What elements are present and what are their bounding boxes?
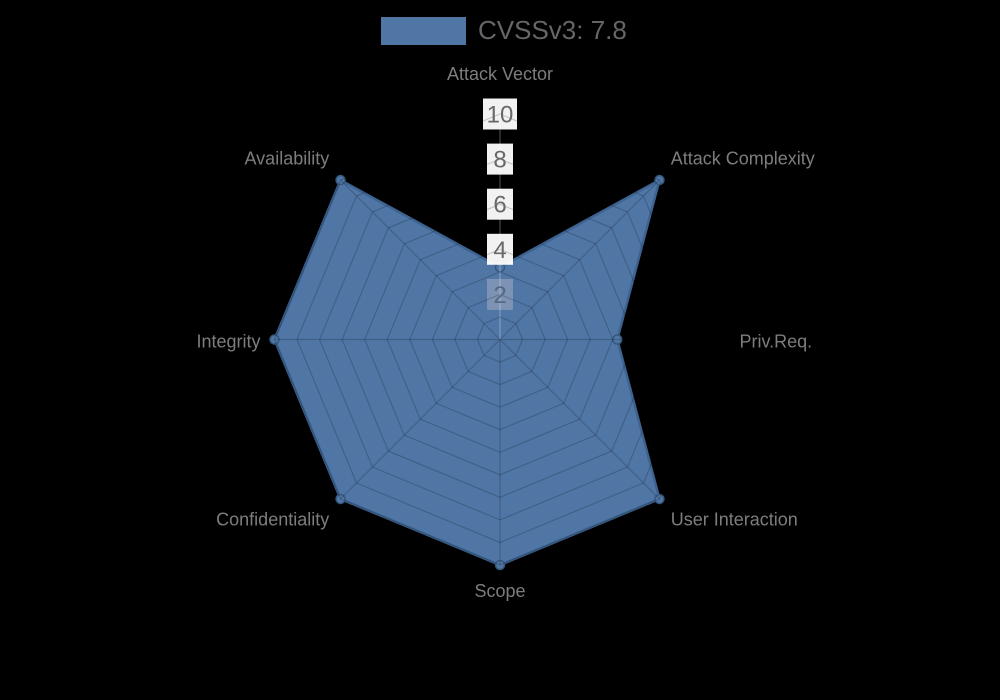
axis-label-priv-req: Priv.Req. [740,332,813,352]
axis-label-scope: Scope [474,581,525,601]
tick-backdrop-4 [487,233,513,265]
axis-label-attack-complexity: Attack Complexity [671,149,815,169]
grid-ring-3 [431,271,569,408]
axis-label-integrity: Integrity [196,332,260,352]
axis-label-user-interaction: User Interaction [671,509,798,529]
tick-label-6: 6 [493,192,506,219]
axis-label-confidentiality: Confidentiality [216,509,329,529]
tick-backdrop-8 [487,143,513,175]
legend-item[interactable]: CVSSv3: 7.8 [381,15,627,46]
axis-label-availability: Availability [245,149,330,169]
axis-spoke-confidentiality [340,339,501,500]
data-point-availability [335,174,346,186]
legend-swatch [381,16,466,45]
grid-ring-7 [341,181,659,498]
tick-label-10: 10 [487,102,514,129]
grid-ring-1 [476,316,524,363]
tick-label-8: 8 [493,147,506,174]
data-point-integrity [269,334,280,345]
data-point-scope [494,559,506,571]
axis-label-attack-vector: Attack Vector [447,64,553,84]
grid-ring-5 [386,226,614,453]
axis-spoke-availability [340,179,501,340]
axis-spoke-user-interaction [499,339,660,500]
grid-ring-9 [296,135,704,544]
axis-spoke-attack-complexity [499,179,660,340]
data-point-user-interaction [654,493,665,505]
grid-ring-2 [454,293,546,386]
tick-label-4: 4 [493,237,506,264]
grid-ring-8 [318,158,682,521]
grid-ring-10 [273,113,727,566]
tick-backdrop-2 [487,278,513,310]
data-point-attack-complexity [654,174,665,186]
grid-ring-4 [409,248,591,431]
legend-label: CVSSv3: 7.8 [478,15,627,45]
tick-label-2: 2 [493,282,506,309]
data-point-priv-req [612,334,623,345]
data-point-confidentiality [335,493,346,505]
grid-ring-6 [364,203,636,476]
tick-backdrop-10 [483,98,517,130]
tick-backdrop-6 [487,188,513,220]
